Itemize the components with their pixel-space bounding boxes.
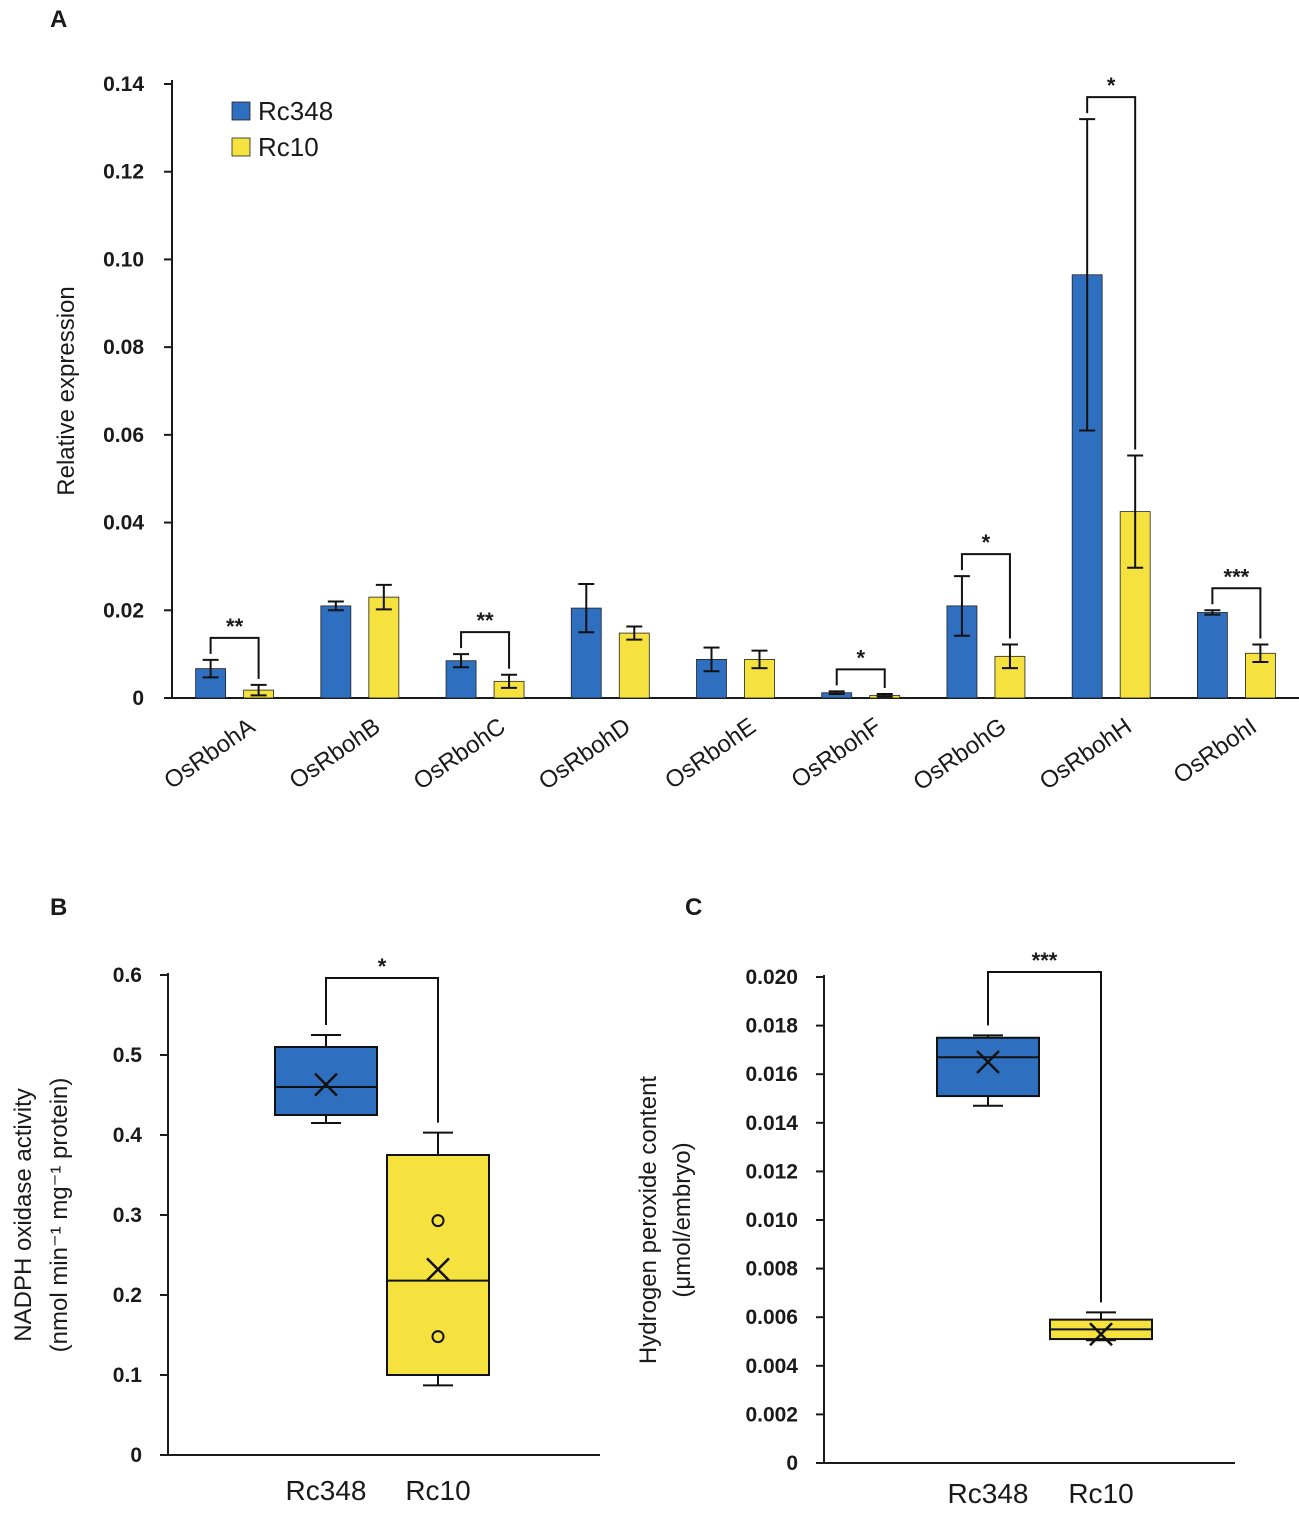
x-tick-label: OsRbohC	[409, 713, 511, 796]
x-tick-label: OsRbohA	[159, 713, 260, 795]
y-tick-label: 0.14	[103, 73, 144, 96]
significance-bracket	[1211, 587, 1262, 639]
y-tick-label: 0.6	[113, 964, 142, 987]
box-rc10	[386, 1154, 490, 1376]
box-plot-hydrogen-peroxide: 0 0.002 0.004 0.006 0.008 0.010 0.012 0.014 0.01…	[635, 948, 1235, 1509]
panel-letter-c: C	[685, 894, 702, 921]
y-tick-label: 0.06	[103, 424, 144, 447]
y-tick-label: 0.08	[103, 336, 144, 359]
x-tick-label: Rc348	[948, 1478, 1029, 1509]
legend: Rc348 Rc10	[231, 96, 333, 162]
significance-bracket	[460, 631, 511, 669]
significance-bracket	[835, 668, 886, 689]
x-tick-label: OsRbohE	[660, 713, 761, 795]
box-rc348	[936, 1036, 1040, 1098]
y-tick-label: 0	[132, 687, 144, 710]
legend-swatch-rc10	[231, 137, 251, 157]
significance-label: *	[982, 530, 991, 555]
significance-label: *	[856, 645, 865, 670]
y-axis-subtitle: (μmol/embryo)	[669, 1142, 696, 1297]
y-tick-label: 0.018	[745, 1015, 798, 1038]
y-tick-label: 0.10	[103, 248, 144, 271]
significance-bracket	[987, 971, 1102, 1303]
significance-bracket	[960, 553, 1011, 639]
y-axis-title: Relative expression	[53, 286, 80, 495]
bar-rc348-osrbohb	[320, 605, 352, 699]
y-tick-label: 0.04	[103, 512, 144, 535]
significance-label: **	[226, 614, 244, 639]
outlier-point-rc10	[431, 1330, 445, 1344]
panel-letter-b: B	[50, 894, 67, 921]
y-tick-label: 0.014	[745, 1112, 798, 1135]
mean-marker-rc348	[976, 1050, 1000, 1074]
mean-marker-rc348	[314, 1072, 338, 1097]
x-tick-label: OsRbohD	[534, 713, 636, 796]
y-tick-label: 0.02	[103, 599, 144, 622]
mean-marker-rc10	[1089, 1322, 1113, 1347]
significance-label: **	[476, 608, 494, 633]
x-tick-label: Rc10	[405, 1475, 470, 1506]
x-tick-label: Rc10	[1068, 1478, 1133, 1509]
y-tick-label: 0	[130, 1444, 142, 1467]
significance-bracket	[325, 977, 439, 1123]
significance-label: ***	[1224, 564, 1250, 589]
x-tick-label: OsRbohF	[787, 713, 887, 794]
x-tick-label: OsRbohI	[1169, 713, 1262, 789]
y-tick-label: 0.2	[113, 1284, 142, 1307]
bar-chart-relative-expression: 0 0.02 0.04 0.06 0.08 0.10 0.12 0.14 Relative ex…	[53, 73, 1299, 796]
y-tick-label: 0.004	[745, 1355, 798, 1378]
x-tick-label: OsRbohH	[1035, 713, 1137, 796]
bar-rc348-osrbohi	[1196, 612, 1228, 699]
y-tick-label: 0.016	[745, 1063, 798, 1086]
y-axis-title: Hydrogen peroxide content	[635, 1076, 662, 1365]
x-tick-label: OsRbohB	[285, 713, 386, 795]
significance-label: *	[378, 954, 387, 979]
y-tick-label: 0.012	[745, 1160, 798, 1183]
y-tick-label: 0.1	[113, 1364, 143, 1387]
y-axis-title: NADPH oxidase activity	[10, 1088, 37, 1341]
outlier-point-rc10	[431, 1214, 445, 1228]
y-tick-label: 0.010	[745, 1209, 798, 1232]
x-tick-label: OsRbohG	[908, 713, 1011, 796]
y-tick-label: 0.12	[103, 161, 144, 184]
significance-label: *	[1107, 73, 1116, 98]
y-tick-label: 0.3	[113, 1204, 142, 1227]
box-plot-nadph-oxidase: 0 0.1 0.2 0.3 0.4 0.5 0.6 NADPH oxidase activit…	[10, 954, 600, 1506]
y-tick-label: 0	[786, 1452, 798, 1475]
significance-label: ***	[1032, 948, 1058, 973]
x-tick-label: Rc348	[286, 1475, 367, 1506]
panel-letter-a: A	[50, 6, 67, 33]
significance-bracket	[209, 636, 260, 679]
bar-rc10-osrbohd	[618, 632, 650, 699]
y-tick-label: 0.020	[745, 966, 798, 989]
y-tick-label: 0.002	[745, 1403, 798, 1426]
legend-label-rc10: Rc10	[258, 132, 319, 162]
mean-marker-rc10	[426, 1257, 450, 1282]
bar-rc10-osrbohb	[368, 596, 400, 699]
y-tick-label: 0.4	[113, 1124, 143, 1147]
y-tick-label: 0.5	[113, 1044, 143, 1067]
y-axis-subtitle: (nmol min⁻¹ mg⁻¹ protein)	[46, 1078, 73, 1353]
y-tick-label: 0.008	[745, 1258, 798, 1281]
legend-swatch-rc348	[231, 101, 251, 121]
box-rc348	[274, 1046, 378, 1116]
y-tick-label: 0.006	[745, 1306, 798, 1329]
significance-bracket	[1086, 96, 1137, 450]
legend-label-rc348: Rc348	[258, 96, 333, 126]
